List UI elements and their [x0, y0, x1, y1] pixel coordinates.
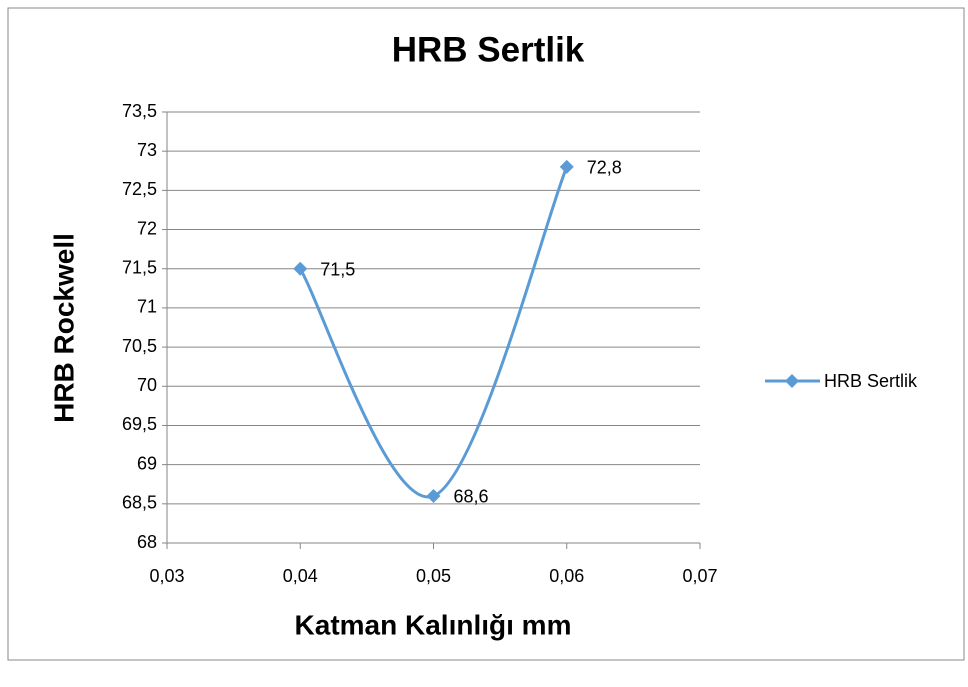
- data-point: [293, 261, 308, 276]
- y-tick-label: 72: [137, 218, 157, 238]
- legend-label: HRB Sertlik: [824, 371, 918, 391]
- x-tick-label: 0,05: [416, 566, 451, 586]
- y-tick-label: 72,5: [122, 179, 157, 199]
- x-tick-label: 0,04: [283, 566, 318, 586]
- y-tick-label: 69,5: [122, 414, 157, 434]
- y-tick-label: 68: [137, 532, 157, 552]
- data-point: [426, 488, 441, 503]
- y-tick-label: 70,5: [122, 336, 157, 356]
- x-tick-label: 0,06: [549, 566, 584, 586]
- x-tick-label: 0,07: [682, 566, 717, 586]
- data-point: [559, 159, 574, 174]
- data-label: 72,8: [587, 158, 622, 178]
- y-tick-label: 73,5: [122, 101, 157, 121]
- y-tick-label: 68,5: [122, 493, 157, 513]
- y-tick-label: 69: [137, 453, 157, 473]
- y-tick-label: 71,5: [122, 257, 157, 277]
- x-axis-title: Katman Kalınlığı mm: [295, 609, 572, 640]
- y-tick-label: 71: [137, 297, 157, 317]
- y-tick-label: 70: [137, 375, 157, 395]
- y-tick-label: 73: [137, 140, 157, 160]
- chart-title: HRB Sertlik: [392, 30, 585, 69]
- y-axis-title: HRB Rockwell: [48, 233, 79, 423]
- data-label: 68,6: [454, 487, 489, 507]
- x-tick-label: 0,03: [149, 566, 184, 586]
- legend-marker: [785, 374, 799, 388]
- data-label: 71,5: [320, 259, 355, 279]
